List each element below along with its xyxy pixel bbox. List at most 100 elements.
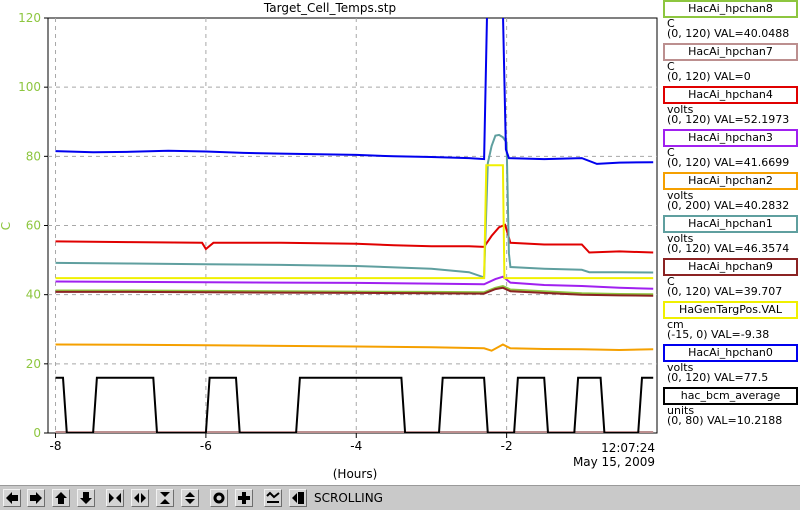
y-tick-label: 120 [18,11,41,25]
legend-range: (0, 120) [667,285,711,298]
scroll-down-button[interactable] [77,489,95,507]
legend-value: 39.707 [743,285,783,298]
legend-item[interactable]: HacAi_hpchan4 volts (0, 120) VAL=52.1973 [660,86,800,134]
legend-range: (0, 80) [667,414,704,427]
legend-value: 77.5 [743,371,769,384]
legend-range: (0, 120) [667,371,711,384]
autoscale-icon [266,491,280,503]
legend-range-value: (0, 120) VAL=41.6699 [667,156,789,169]
collapse-vertical-icon [160,492,170,504]
legend-unit: volts [667,232,694,245]
legend-val-prefix: VAL= [710,242,744,255]
legend-range-value: (0, 120) VAL=46.3574 [667,242,789,255]
arrow-left-icon [6,492,18,504]
series-line [55,223,654,254]
arrow-up-icon [55,492,67,504]
zoom-out-horizontal-button[interactable] [131,489,149,507]
legend-range-value: (0, 120) VAL=39.707 [667,285,782,298]
plus-icon [238,492,250,504]
scroll-left-button[interactable] [3,489,21,507]
legend-item[interactable]: HacAi_hpchan7 C (0, 120) VAL=0 [660,43,800,91]
legend-series-name: HacAi_hpchan4 [663,86,798,104]
legend-range: (0, 120) [667,113,711,126]
arrow-down-icon [80,492,92,504]
y-tick-label: 20 [26,357,41,371]
legend-range: (-15, 0) [667,328,708,341]
chart-svg: Target_Cell_Temps.stp C (Hours) 12:07:24… [0,1,658,481]
legend-value: -9.38 [740,328,770,341]
legend-unit: volts [667,361,694,374]
legend-item[interactable]: HacAi_hpchan8 C (0, 120) VAL=40.0488 [660,0,800,48]
legend-range-value: (0, 120) VAL=52.1973 [667,113,789,126]
legend-unit: volts [667,103,694,116]
reset-button[interactable] [210,489,228,507]
legend-val-prefix: VAL= [710,113,744,126]
y-tick-label: 40 [26,288,41,302]
autoscale-button[interactable] [264,489,282,507]
legend-range-value: (0, 80) VAL=10.2188 [667,414,782,427]
legend-value: 52.1973 [743,113,790,126]
arrow-right-icon [30,492,42,504]
status-text: SCROLLING [314,491,383,505]
legend-unit: volts [667,189,694,202]
legend-series-name: HacAi_hpchan8 [663,0,798,18]
legend-val-prefix: VAL= [710,156,744,169]
legend-range-value: (0, 120) VAL=77.5 [667,371,768,384]
target-icon [213,492,225,504]
legend-range: (0, 120) [667,27,711,40]
legend-item[interactable]: hac_bcm_average units (0, 80) VAL=10.2188 [660,387,800,435]
legend-series-name: HacAi_hpchan3 [663,129,798,147]
legend-unit: cm [667,318,684,331]
y-axis-label: C [0,222,13,230]
chart-title: Target_Cell_Temps.stp [263,1,396,15]
legend-unit: C [667,146,675,159]
y-tick-label: 0 [33,426,41,440]
legend: HacAi_hpchan8 C (0, 120) VAL=40.0488 HacAi_… [660,0,800,432]
legend-val-prefix: VAL= [710,199,744,212]
zoom-out-vertical-button[interactable] [181,489,199,507]
series-line [55,286,654,297]
add-button[interactable] [235,489,253,507]
legend-range: (0, 120) [667,70,711,83]
legend-item[interactable]: HacAi_hpchan2 volts (0, 200) VAL=40.2832 [660,172,800,220]
legend-item[interactable]: HacAi_hpchan0 volts (0, 120) VAL=77.5 [660,344,800,392]
legend-range: (0, 200) [667,199,711,212]
scroll-up-button[interactable] [52,489,70,507]
toolbar: SCROLLING [0,485,800,510]
legend-value: 10.2188 [736,414,783,427]
legend-item[interactable]: HacAi_hpchan1 volts (0, 120) VAL=46.3574 [660,215,800,263]
legend-item[interactable]: HacAi_hpchan9 C (0, 120) VAL=39.707 [660,258,800,306]
legend-value: 46.3574 [743,242,790,255]
series-line [55,376,654,433]
legend-unit: C [667,275,675,288]
expand-horizontal-icon [134,493,146,503]
timestamp-time: 12:07:24 [601,441,655,455]
legend-item[interactable]: HacAi_hpchan3 C (0, 120) VAL=41.6699 [660,129,800,177]
export-button[interactable] [289,489,307,507]
legend-series-name: HacAi_hpchan1 [663,215,798,233]
scroll-right-button[interactable] [27,489,45,507]
legend-series-name: HacAi_hpchan7 [663,43,798,61]
timestamp-date: May 15, 2009 [573,455,655,469]
series-line [55,343,654,352]
collapse-horizontal-icon [109,493,121,503]
legend-range-value: (0, 200) VAL=40.2832 [667,199,789,212]
legend-val-prefix: VAL= [710,70,744,83]
legend-item[interactable]: HaGenTargPos.VAL cm (-15, 0) VAL=-9.38 [660,301,800,349]
legend-range: (0, 120) [667,156,711,169]
zoom-in-vertical-button[interactable] [156,489,174,507]
legend-series-name: HacAi_hpchan9 [663,258,798,276]
legend-series-name: HacAi_hpchan0 [663,344,798,362]
legend-value: 40.2832 [743,199,790,212]
legend-value: 40.0488 [743,27,790,40]
legend-range-value: (-15, 0) VAL=-9.38 [667,328,769,341]
legend-range-value: (0, 120) VAL=0 [667,70,751,83]
legend-unit: C [667,17,675,30]
legend-val-prefix: VAL= [703,414,737,427]
legend-val-prefix: VAL= [710,27,744,40]
zoom-in-horizontal-button[interactable] [106,489,124,507]
legend-series-name: HaGenTargPos.VAL [663,301,798,319]
series-line [55,275,654,290]
legend-series-name: HacAi_hpchan2 [663,172,798,190]
y-tick-label: 80 [26,149,41,163]
